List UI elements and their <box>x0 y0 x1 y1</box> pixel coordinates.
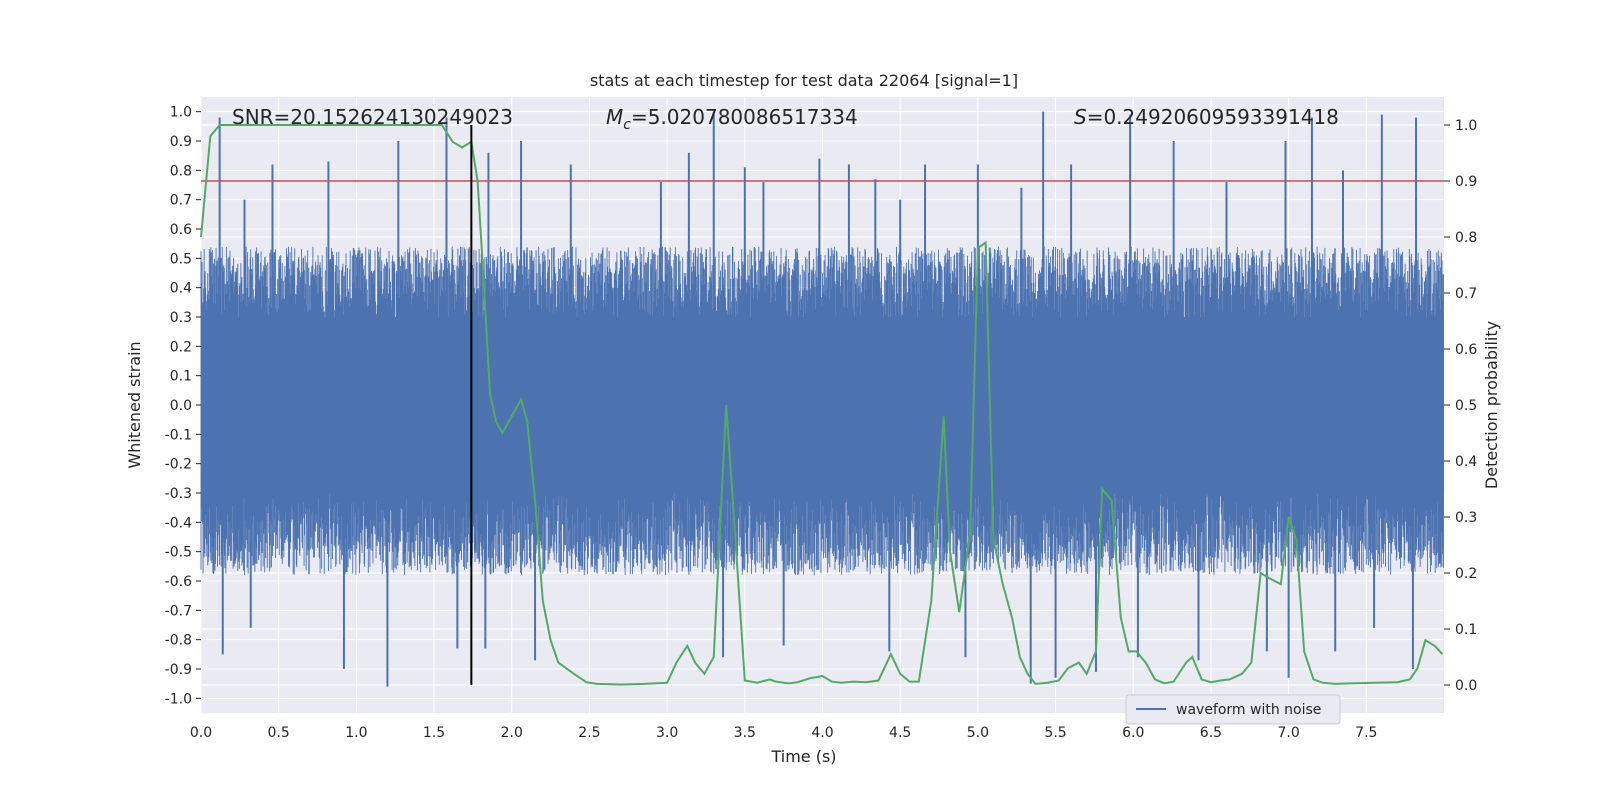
x-tick-label: 6.5 <box>1200 725 1222 741</box>
y-left-tick-label: -0.2 <box>165 457 192 473</box>
y-right-tick-labels: 1.0 0.9 0.8 0.7 0.6 0.5 0.4 0.3 0.2 0.1 0.0 <box>1444 118 1477 694</box>
y-right-tick-label: 0.3 <box>1455 510 1477 526</box>
y-left-tick-label: -0.8 <box>165 633 192 649</box>
y-left-tick-label: -0.4 <box>165 515 192 531</box>
y-left-tick-label: -1.0 <box>165 691 192 707</box>
y-right-tick-label: 0.9 <box>1455 174 1477 190</box>
chart-title: stats at each timestep for test data 220… <box>590 71 1018 90</box>
snr-annotation: SNR=20.152624130249023 <box>232 105 513 129</box>
y-left-tick-label: 0.8 <box>170 163 192 179</box>
waveform-series <box>200 111 1444 687</box>
x-tick-label: 5.5 <box>1044 725 1066 741</box>
spin-annotation: S=0.24920609593391418 <box>1074 105 1339 129</box>
y-left-tick-label: -0.5 <box>165 545 192 561</box>
detection-probability-line <box>200 124 1444 686</box>
x-tick-label: 0.5 <box>268 725 290 741</box>
y-left-tick-label: 0.5 <box>170 251 192 267</box>
y-right-tick-label: 1.0 <box>1455 118 1477 134</box>
y-right-tick-label: 0.0 <box>1455 678 1477 694</box>
y-left-tick-label: 1.0 <box>170 105 192 121</box>
x-tick-label: 3.0 <box>656 725 678 741</box>
y-left-tick-labels: 1.0 0.9 0.8 0.7 0.6 0.5 0.4 0.3 0.2 0.1 0.0 -0.1 -0.… <box>165 105 201 707</box>
y-left-tick-label: -0.6 <box>165 574 192 590</box>
y-left-tick-label: 0.0 <box>170 398 192 414</box>
y-left-tick-label: 0.7 <box>170 193 192 209</box>
y-right-tick-label: 0.1 <box>1455 622 1477 638</box>
y-left-axis-label: Whitened strain <box>125 341 144 468</box>
y-right-tick-label: 0.7 <box>1455 286 1477 302</box>
x-tick-label: 2.0 <box>501 725 523 741</box>
y-right-tick-label: 0.4 <box>1455 454 1477 470</box>
x-tick-label: 5.0 <box>967 725 989 741</box>
x-tick-label: 3.5 <box>734 725 756 741</box>
legend-label: waveform with noise <box>1176 702 1321 718</box>
legend-box <box>1125 694 1341 725</box>
y-left-tick-label: 0.4 <box>170 281 192 297</box>
x-tick-label: 2.5 <box>578 725 600 741</box>
y-left-tick-label: -0.1 <box>165 427 192 443</box>
x-tick-label: 6.0 <box>1122 725 1144 741</box>
y-right-tick-label: 0.8 <box>1455 230 1477 246</box>
waveform-core-band <box>201 317 1444 493</box>
x-tick-labels: 0.0 0.5 1.0 1.5 2.0 2.5 3.0 3.5 4.0 4.5 5.0 5.5 6.0 6… <box>190 725 1378 741</box>
y-left-tick-label: 0.6 <box>170 222 192 238</box>
x-tick-label: 4.0 <box>811 725 833 741</box>
x-tick-label: 4.5 <box>889 725 911 741</box>
x-tick-label: 7.5 <box>1355 725 1377 741</box>
x-axis-label: Time (s) <box>770 747 836 766</box>
y-left-tick-label: -0.9 <box>165 662 192 678</box>
y-right-axis-label: Detection probability <box>1482 321 1501 489</box>
y-left-tick-label: 0.3 <box>170 310 192 326</box>
legend: waveform with noise <box>1125 694 1341 725</box>
x-tick-label: 0.0 <box>190 725 212 741</box>
x-tick-label: 1.5 <box>423 725 445 741</box>
x-tick-label: 7.0 <box>1277 725 1299 741</box>
y-left-tick-label: 0.1 <box>170 369 192 385</box>
y-right-tick-label: 0.5 <box>1455 398 1477 414</box>
x-tick-label: 1.0 <box>345 725 367 741</box>
y-left-tick-label: 0.9 <box>170 134 192 150</box>
y-left-tick-label: -0.3 <box>165 486 192 502</box>
y-right-tick-label: 0.6 <box>1455 342 1477 358</box>
y-right-tick-label: 0.2 <box>1455 566 1477 582</box>
chirp-mass-annotation: Mc=5.020780086517334 <box>606 105 858 133</box>
y-left-tick-label: 0.2 <box>170 339 192 355</box>
y-left-tick-label: -0.7 <box>165 603 192 619</box>
